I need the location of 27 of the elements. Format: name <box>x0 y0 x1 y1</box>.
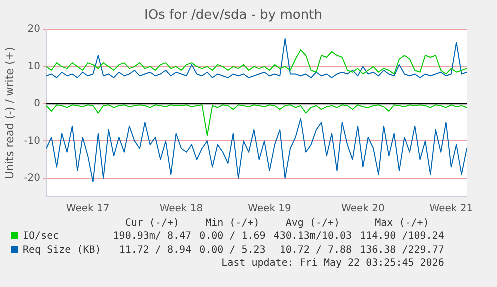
y-tick-label: 0 <box>34 98 41 110</box>
y-axis-title: Units read (-) / write (+) <box>3 47 16 180</box>
text: 11.72 / 8.94 <box>118 244 193 258</box>
text: 190.93m/ 8.47 <box>112 230 193 244</box>
text: 114.90 /109.24 <box>359 230 446 244</box>
text: Min (-/+) <box>204 218 261 230</box>
legend-label: Req Size (KB) <box>22 244 102 258</box>
text: 0.00 / 1.69 <box>198 230 267 244</box>
text: 0.00 / 5.23 <box>198 244 267 258</box>
y-tick-label: 20 <box>28 24 41 36</box>
y-tick-label: -10 <box>24 136 41 147</box>
x-tick-label: Week 21 <box>430 204 474 215</box>
x-tick-label: Week 18 <box>160 204 204 215</box>
chart-title: IOs for /dev/sda - by month <box>144 8 322 24</box>
legend-label: IO/sec <box>22 230 60 244</box>
x-tick-label: Week 17 <box>66 204 110 215</box>
text: 136.38 /229.77 <box>359 244 446 258</box>
text: Avg (-/+) <box>284 218 342 230</box>
text: Cur (-/+) <box>124 218 181 230</box>
y-tick-label: -20 <box>24 172 41 184</box>
y-tick-label: 10 <box>28 61 41 72</box>
x-tick-label: Week 20 <box>342 204 385 215</box>
text: Last update: Fri May 22 03:25:45 2026 <box>220 258 446 270</box>
x-tick-label: Week 19 <box>248 204 292 215</box>
text: 10.72 / 7.88 <box>278 244 354 258</box>
text: 430.13m/10.03 <box>272 230 354 244</box>
text: Max (-/+) <box>374 218 430 230</box>
